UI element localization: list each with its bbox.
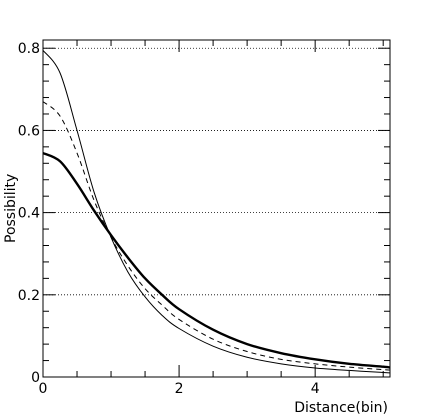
y-tick-label: 0.4 bbox=[18, 206, 40, 222]
series-line-1 bbox=[42, 151, 391, 369]
y-axis-label: Possibility bbox=[3, 174, 19, 243]
series-lines bbox=[42, 49, 391, 374]
major-ticks bbox=[42, 40, 390, 378]
minor-ticks bbox=[43, 40, 390, 377]
y-tick-label: 0.2 bbox=[18, 288, 40, 304]
y-tick-label: 0.8 bbox=[18, 41, 40, 57]
x-tick-label: 4 bbox=[311, 381, 320, 397]
series-line-3 bbox=[42, 49, 391, 374]
plot-frame bbox=[42, 39, 391, 378]
series-line-2 bbox=[42, 101, 391, 371]
x-tick-label: 2 bbox=[175, 381, 184, 397]
tick-labels: 0 0.2 0.4 0.6 0.8 0 2 4 bbox=[18, 41, 320, 397]
y-tick-label: 0.6 bbox=[18, 123, 40, 139]
x-axis-label: Distance(bin) bbox=[294, 400, 388, 416]
x-tick-label: 0 bbox=[39, 381, 48, 397]
y-tick-label: 0 bbox=[31, 370, 40, 386]
